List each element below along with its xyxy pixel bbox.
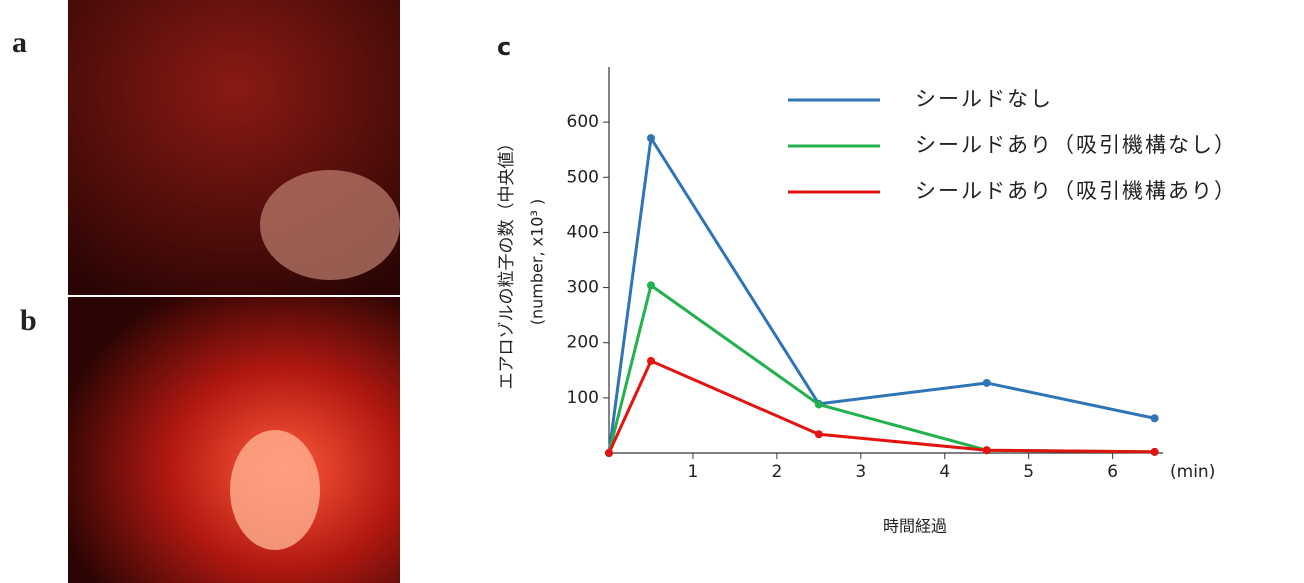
- x-axis-label: 時間経過: [883, 518, 947, 536]
- data-point: [815, 400, 823, 408]
- x-tick-label: 6: [1107, 462, 1118, 482]
- data-point: [983, 446, 991, 454]
- data-point: [815, 430, 823, 438]
- data-point: [1151, 414, 1159, 422]
- series-line: [609, 361, 1155, 453]
- photo-b: [68, 297, 400, 583]
- y-axis-label: エアロゾルの粒子の数（中央値）: [497, 135, 517, 390]
- legend-label: シールドあり（吸引機構なし）: [915, 133, 1237, 157]
- series-line: [609, 285, 1155, 453]
- data-point: [647, 281, 655, 289]
- y-tick-label: 100: [567, 388, 599, 408]
- y-tick-label: 400: [567, 222, 599, 242]
- x-tick-label: 1: [688, 462, 699, 482]
- y-tick-label: 600: [567, 112, 599, 132]
- panel-label: a: [12, 26, 27, 59]
- legend-label: シールドなし: [915, 87, 1053, 111]
- y-tick-label: 300: [567, 278, 599, 298]
- legend-label: シールドあり（吸引機構あり）: [915, 179, 1237, 203]
- photo-b-light: [230, 430, 320, 550]
- x-tick-label: 5: [1023, 462, 1034, 482]
- chart-title: c: [497, 33, 511, 61]
- panel-label: b: [20, 304, 37, 337]
- x-tick-label: 3: [855, 462, 866, 482]
- data-point: [605, 449, 613, 457]
- x-axis-unit: (min): [1170, 462, 1215, 482]
- data-point: [1151, 448, 1159, 456]
- y-tick-label: 200: [567, 333, 599, 353]
- data-point: [983, 379, 991, 387]
- photo-a-mannequin: [260, 170, 400, 280]
- y-axis-unit: (number, x10³ ): [528, 199, 547, 325]
- x-tick-label: 4: [939, 462, 950, 482]
- y-tick-label: 500: [567, 167, 599, 187]
- data-point: [647, 357, 655, 365]
- figure: a b c エアロゾルの粒子の数（中央値） (number, x10³ ) 時間…: [0, 0, 1304, 583]
- x-tick-label: 2: [771, 462, 782, 482]
- data-point: [647, 134, 655, 142]
